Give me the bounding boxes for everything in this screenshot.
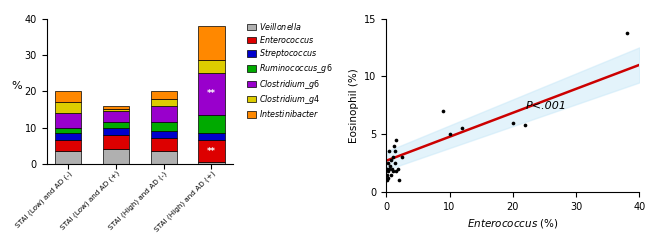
Point (390, 150, 400, 153)
Point (387, 155, 398, 159)
Point (520, 123, 531, 127)
Bar (198, 162, 224, 164)
Bar (55, 102, 81, 113)
Point (621, 31, 632, 34)
Bar (103, 122, 129, 128)
Bar (103, 128, 129, 135)
Point (392, 167, 403, 171)
Bar (55, 151, 81, 164)
Bar (55, 91, 81, 102)
Bar (198, 140, 224, 162)
Point (386, 158, 397, 161)
Point (385, 165, 396, 168)
Point (382, 161, 393, 165)
Point (391, 138, 402, 142)
Bar (103, 149, 129, 164)
Point (382, 179, 392, 182)
Bar (198, 26, 224, 60)
Text: **: ** (207, 89, 216, 99)
Point (382, 169, 393, 173)
Bar (103, 111, 129, 122)
Point (381, 167, 392, 171)
Y-axis label: Eosinophil (%): Eosinophil (%) (348, 68, 358, 143)
Bar (198, 73, 224, 115)
Point (388, 169, 398, 173)
X-axis label: $\it{Enterococcus}$ (%): $\it{Enterococcus}$ (%) (467, 217, 559, 230)
Legend: $\it{Veillonella}$, $\it{Enterococcus}$, $\it{Streptococcus}$, $\it{Ruminococcus: $\it{Veillonella}$, $\it{Enterococcus}$,… (246, 20, 334, 120)
Bar (55, 128, 81, 133)
Point (384, 167, 394, 171)
Point (444, 132, 455, 136)
Bar (198, 60, 224, 73)
Bar (151, 138, 177, 151)
Bar (151, 131, 177, 138)
Point (390, 169, 401, 173)
Point (438, 109, 449, 113)
Bar (198, 115, 224, 133)
Bar (151, 106, 177, 122)
Point (394, 179, 404, 182)
Point (384, 150, 395, 153)
Bar (103, 109, 129, 111)
Bar (55, 140, 81, 151)
Bar (151, 99, 177, 106)
Bar (151, 151, 177, 164)
Bar (198, 133, 224, 140)
Point (457, 127, 468, 130)
Point (388, 144, 399, 148)
Point (507, 121, 518, 124)
Bar (103, 106, 129, 110)
Text: **: ** (207, 147, 216, 156)
Point (382, 173, 392, 176)
Point (386, 173, 396, 176)
Point (389, 161, 400, 165)
Bar (151, 122, 177, 131)
Bar (103, 135, 129, 149)
Bar (55, 133, 81, 140)
Bar (55, 113, 81, 128)
Point (383, 176, 394, 180)
Bar (151, 91, 177, 99)
Y-axis label: %: % (11, 81, 21, 91)
Text: P<.001: P<.001 (525, 101, 567, 111)
Point (397, 155, 408, 159)
Point (387, 167, 398, 171)
